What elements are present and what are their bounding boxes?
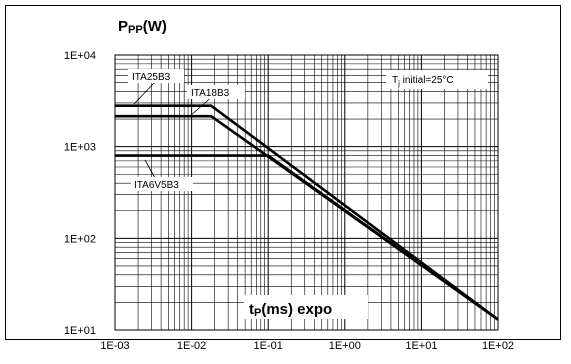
label-ita6v5b3: ITA6V5B3 [134,180,179,191]
chart-frame [5,5,561,340]
series-lines [115,104,499,321]
x-tick-label: 1E-01 [254,340,283,352]
y-axis-label: PPP(W) [118,18,167,36]
series-labels: ITA25B3 ITA18B3 ITA6V5B3 [128,69,245,191]
x-tick-label: 1E+01 [405,340,437,352]
grid [114,54,499,331]
y-tick-label: 1E+02 [64,233,96,245]
y-tick-label: 1E+04 [64,50,96,62]
x-tick-label: 1E-02 [177,340,206,352]
annotation-box [386,70,488,89]
label-ita25b3: ITA25B3 [132,72,171,83]
series-line-ita25b3 [115,104,499,321]
x-tick-label: 1E+02 [482,340,514,352]
y-tick-label: 1E+01 [64,325,96,337]
x-axis-label-box [244,295,368,319]
x-tick-label: 1E-03 [100,340,129,352]
x-axis-label: tP(ms) expo [249,301,332,319]
plot-border [114,54,499,331]
annotation-text: Tj initial=25°C [392,75,454,88]
series-line-ita6v5b3 [115,154,499,321]
label-ita18b3: ITA18B3 [191,88,230,99]
y-tick-label: 1E+03 [64,142,96,154]
tick-labels: 1E-03 1E-02 1E-01 1E+00 1E+01 1E+02 1E+01 1E+02… [64,50,514,352]
x-tick-label: 1E+00 [329,340,361,352]
